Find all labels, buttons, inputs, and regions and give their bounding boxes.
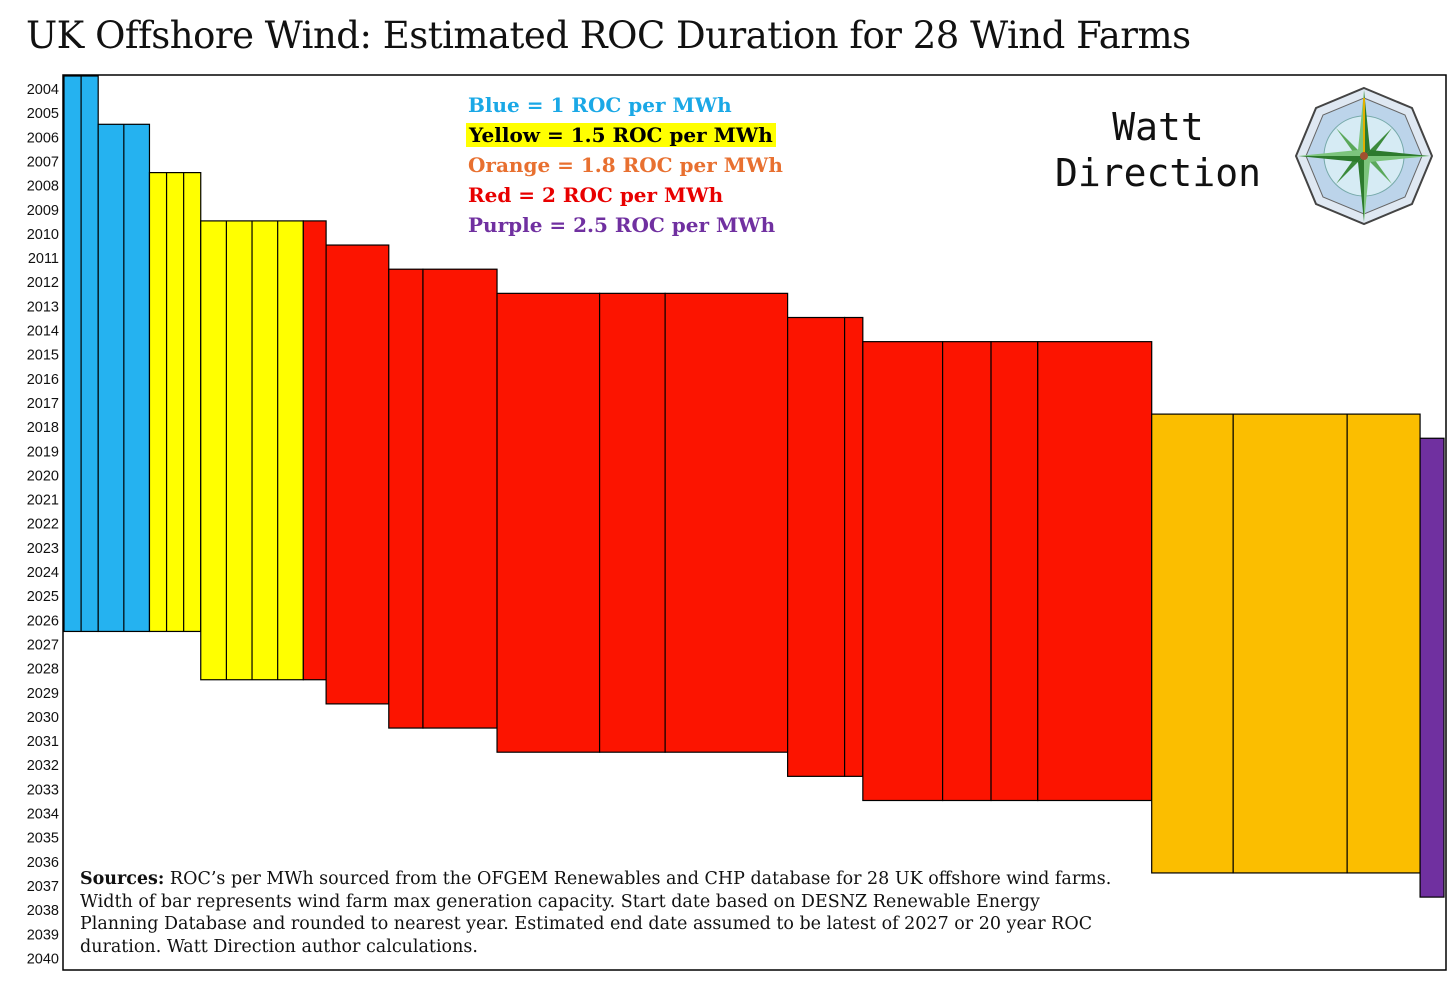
y-tick-label: 2038 <box>27 903 59 919</box>
brand-line-2: Direction <box>1055 151 1261 195</box>
legend-red: Red = 2 ROC per MWh <box>468 183 724 207</box>
y-tick-label: 2009 <box>27 203 59 219</box>
y-tick-label: 2011 <box>28 251 59 267</box>
wind-farm-bar <box>787 316 846 777</box>
y-tick-label: 2027 <box>27 637 59 653</box>
y-tick-label: 2021 <box>27 493 59 509</box>
y-tick-label: 2034 <box>27 807 59 823</box>
legend-orange: Orange = 1.8 ROC per MWh <box>468 153 783 177</box>
bars-layer <box>63 75 1445 898</box>
y-tick-label: 2020 <box>27 468 59 484</box>
y-tick-label: 2039 <box>27 927 59 943</box>
y-tick-label: 2023 <box>27 541 59 557</box>
wind-farm-bar <box>422 268 498 729</box>
y-tick-label: 2028 <box>27 662 59 678</box>
y-tick-label: 2005 <box>27 106 59 122</box>
y-tick-label: 2022 <box>27 517 59 533</box>
y-tick-label: 2013 <box>27 299 59 315</box>
wind-farm-bar <box>1419 437 1445 898</box>
y-tick-label: 2036 <box>27 855 59 871</box>
compass-rose-logo-icon <box>1294 86 1434 226</box>
wind-farm-bar <box>664 292 789 753</box>
wind-farm-bar <box>1151 413 1234 874</box>
wind-farm-bar <box>598 292 666 753</box>
y-tick-label: 2032 <box>27 758 59 774</box>
legend-blue: Blue = 1 ROC per MWh <box>468 93 732 117</box>
wind-farm-bar <box>496 292 601 753</box>
wind-farm-bar <box>843 316 864 777</box>
y-tick-label: 2040 <box>27 951 59 967</box>
y-tick-label: 2016 <box>27 372 59 388</box>
brand-name: Watt Direction <box>1030 104 1286 196</box>
legend-yellow: Yellow = 1.5 ROC per MWh <box>466 120 783 150</box>
wind-farm-bar <box>1037 341 1153 802</box>
legend-purple: Purple = 2.5 ROC per MWh <box>468 213 776 237</box>
y-tick-label: 2012 <box>27 275 59 291</box>
wind-farm-bar <box>941 341 992 802</box>
wind-farm-bar <box>990 341 1039 802</box>
wind-farm-bar <box>1232 413 1348 874</box>
wind-farm-bar <box>325 244 390 705</box>
legend-yellow-label: Yellow = 1.5 ROC per MWh <box>466 123 776 147</box>
y-tick-label: 2019 <box>27 444 59 460</box>
y-tick-label: 2007 <box>27 154 59 170</box>
plot-frame <box>62 74 1447 971</box>
y-tick-label: 2030 <box>27 710 59 726</box>
wind-farm-bar <box>862 341 944 802</box>
y-tick-label: 2017 <box>27 396 59 412</box>
y-tick-label: 2031 <box>27 734 59 750</box>
chart-title: UK Offshore Wind: Estimated ROC Duration… <box>26 14 1191 57</box>
y-tick-label: 2026 <box>27 613 59 629</box>
y-tick-label: 2010 <box>27 227 59 243</box>
y-tick-label: 2025 <box>27 589 59 605</box>
y-tick-label: 2006 <box>27 130 59 146</box>
y-tick-label: 2018 <box>27 420 59 436</box>
brand-line-1: Watt <box>1112 105 1204 149</box>
wind-farm-bar <box>388 268 424 729</box>
year-tick-labels: 2004 2005 2006 2007 2008 2009 2010 2011 2012 2013… <box>27 82 59 967</box>
color-legend: Blue = 1 ROC per MWh Yellow = 1.5 ROC pe… <box>466 90 783 240</box>
sources-label: Sources: <box>80 869 165 889</box>
wind-farm-bar <box>148 172 202 633</box>
sources-text: ROC’s per MWh sourced from the OFGEM Ren… <box>80 869 1112 957</box>
y-tick-label: 2015 <box>27 348 59 364</box>
y-tick-label: 2035 <box>27 831 59 847</box>
wind-farm-bar <box>302 220 327 681</box>
y-tick-label: 2033 <box>27 782 59 798</box>
wind-farm-bar <box>1346 413 1421 874</box>
y-tick-label: 2014 <box>27 324 59 340</box>
y-tick-label: 2008 <box>27 179 59 195</box>
y-tick-label: 2004 <box>27 82 59 98</box>
y-tick-label: 2029 <box>27 686 59 702</box>
y-tick-label: 2024 <box>27 565 59 581</box>
sources-note: Sources: ROC’s per MWh sourced from the … <box>80 868 1120 958</box>
y-tick-label: 2037 <box>27 879 59 895</box>
